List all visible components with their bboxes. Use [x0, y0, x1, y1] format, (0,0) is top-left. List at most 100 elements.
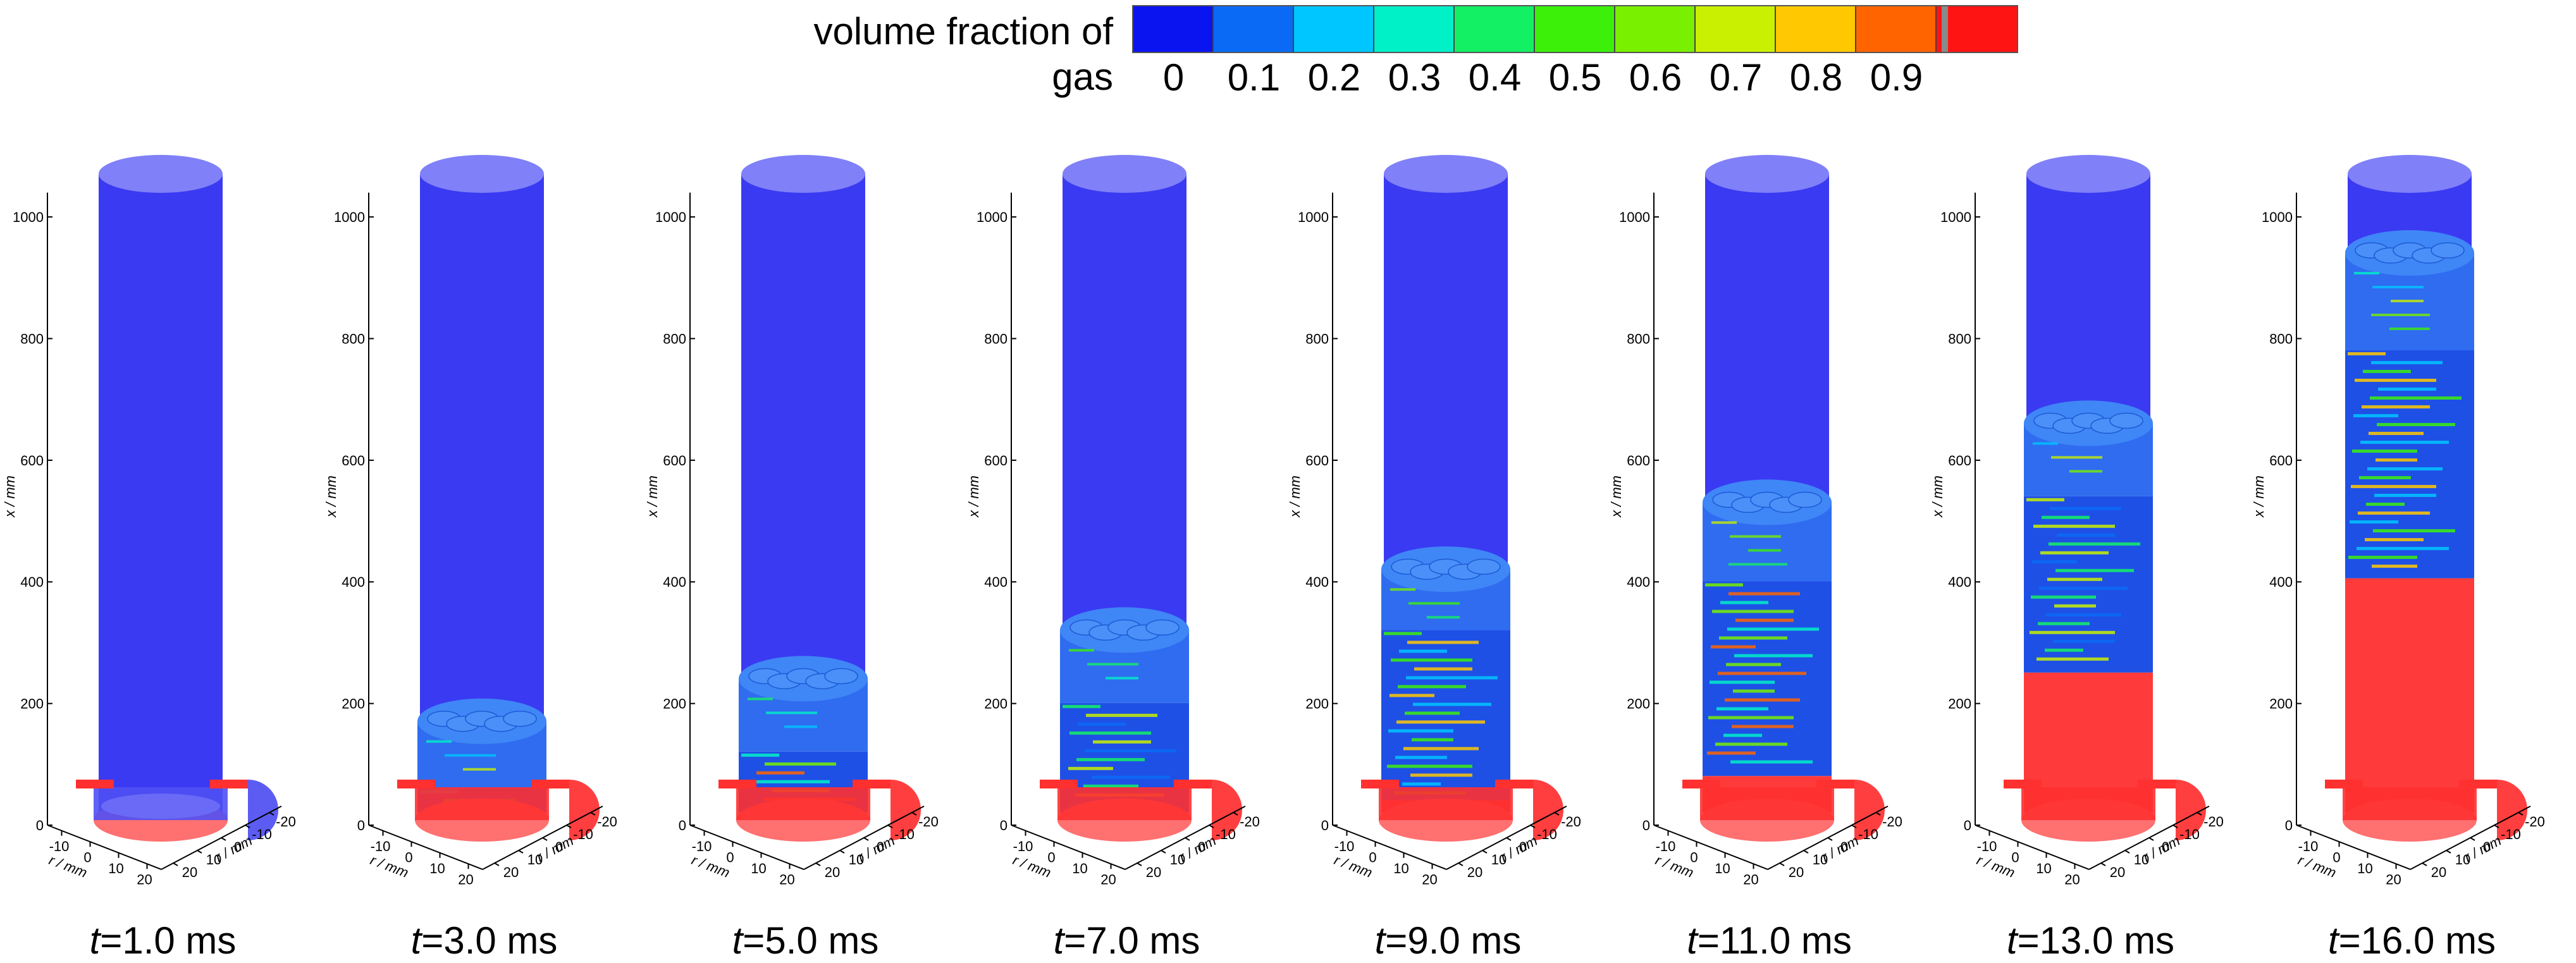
- x-axis-tick-label: 600: [663, 453, 686, 469]
- cylinder-plot: 0 200 400 600 800 1000 x / mm -10 0 10 20 r / mm 20 1…: [2, 155, 296, 887]
- mixing-streak: [1083, 784, 1138, 788]
- r-axis-right-tick: [1803, 850, 1809, 854]
- x-axis-tick-label: 200: [1627, 696, 1650, 712]
- x-axis-tick-label: 600: [984, 453, 1008, 469]
- time-value: =1.0 ms: [100, 919, 237, 962]
- x-axis-tick-label: 1000: [1298, 209, 1329, 225]
- colorbar-segment: [1696, 6, 1776, 52]
- x-axis-tick-label: 200: [2269, 696, 2293, 712]
- cylinder-plot: 0 200 400 600 800 1000 x / mm -10 0 10 20 r / mm 20 1…: [644, 155, 939, 887]
- r-axis-right-tick: [2518, 812, 2524, 816]
- gas-bubble: [2109, 412, 2143, 429]
- mixing-streak: [2358, 511, 2430, 515]
- mixing-streak: [2373, 529, 2455, 532]
- r-axis-right-tick: [1482, 850, 1488, 854]
- mixing-streak: [2032, 560, 2077, 563]
- mixing-streak: [2360, 440, 2449, 444]
- r-axis-left-tick-label: 20: [2064, 871, 2080, 887]
- time-variable: t: [2327, 919, 2339, 962]
- r-axis-right-title: r / mm: [1498, 833, 1540, 865]
- x-axis-title: x / mm: [1608, 475, 1624, 518]
- r-axis-right-tick-label: 0: [877, 839, 884, 855]
- mixing-streak: [2378, 387, 2436, 391]
- gas-bubble: [503, 710, 537, 727]
- time-variable: t: [1374, 919, 1386, 962]
- r-axis-left-line: [1653, 825, 1768, 870]
- mixing-streak: [1716, 707, 1768, 711]
- mixing-streak: [1395, 756, 1447, 759]
- r-axis-left-tick-label: 10: [1715, 861, 1730, 876]
- r-axis-left-tick-label: 0: [1369, 849, 1376, 865]
- r-axis-left-tick-label: 20: [2386, 871, 2401, 887]
- mixing-streak: [2348, 555, 2417, 559]
- gas-bubble: [824, 668, 858, 685]
- injector-quarter-disc: [569, 780, 600, 840]
- x-axis-tick-label: 1000: [2262, 209, 2293, 225]
- mixing-streak: [1710, 680, 1775, 684]
- r-axis-right-tick-label: 0: [2162, 839, 2169, 855]
- cylinder-top-cap: [99, 155, 223, 193]
- mixing-streak: [1708, 716, 1794, 720]
- time-variable: t: [732, 919, 743, 962]
- time-variable: t: [1053, 919, 1064, 962]
- mixing-zone: [2024, 496, 2153, 673]
- injector-quarter-disc: [2176, 780, 2206, 840]
- mixing-streak: [2353, 414, 2398, 417]
- r-axis-right-tick-label: -20: [2525, 814, 2545, 830]
- injector-arm-right: [1174, 780, 1212, 788]
- mixing-streak: [1399, 649, 1447, 653]
- injector-quarter-disc: [1854, 780, 1885, 840]
- mixing-streak: [2042, 515, 2090, 519]
- r-axis-right-tick: [1875, 812, 1881, 816]
- r-axis-left-tick-label: -10: [1334, 838, 1355, 854]
- time-value: =11.0 ms: [1697, 919, 1852, 962]
- injector-arm-right: [2138, 780, 2176, 788]
- mixing-streak: [1076, 758, 1145, 761]
- gas-bubble: [2431, 242, 2465, 259]
- mixing-streak: [1413, 702, 1491, 706]
- x-axis-tick-label: 800: [1948, 331, 1971, 347]
- mixing-streak: [2352, 449, 2417, 453]
- mixing-streak: [1078, 722, 1126, 726]
- mixing-streak: [2054, 604, 2096, 608]
- mixing-streak: [2370, 396, 2462, 400]
- colorbar-segment: [1535, 6, 1615, 52]
- r-axis-right-tick: [1530, 825, 1536, 828]
- colorbar-tick-label: 0.5: [1548, 56, 1602, 99]
- r-axis-right-tick: [566, 825, 572, 828]
- r-axis-right-tick: [173, 862, 178, 866]
- mixing-streak: [2367, 467, 2443, 470]
- r-axis-left-tick-label: -10: [371, 838, 391, 854]
- r-axis-right-tick-label: -20: [918, 814, 939, 830]
- x-axis-tick-label: 200: [1948, 696, 1971, 712]
- r-axis-left-tick-label: -10: [692, 838, 712, 854]
- r-axis-right-tick: [1779, 862, 1785, 866]
- x-axis-tick-label: 0: [1321, 818, 1329, 833]
- gas-streak: [1730, 535, 1781, 538]
- colorbar-tick-label: 0.7: [1709, 56, 1763, 99]
- time-value: =5.0 ms: [743, 919, 879, 962]
- r-axis-right-tick: [911, 812, 917, 816]
- injector-ring: [1057, 787, 1192, 820]
- time-value: =13.0 ms: [2017, 919, 2175, 962]
- simulation-panel: 0 200 400 600 800 1000 x / mm -10 0 10 20 r / mm 20 1…: [1930, 107, 2250, 962]
- time-value: =16.0 ms: [2338, 919, 2496, 962]
- gas-streak: [2391, 300, 2424, 303]
- r-axis-right-tick: [1185, 837, 1190, 841]
- x-axis-tick-label: 400: [20, 574, 44, 590]
- gas-streak: [463, 768, 496, 771]
- injector-arm-left: [718, 780, 756, 788]
- cylinder-plot: 0 200 400 600 800 1000 x / mm -10 0 10 20 r / mm 20 1…: [1930, 155, 2224, 887]
- r-axis-right-tick: [863, 837, 869, 841]
- x-axis-tick-label: 800: [342, 331, 365, 347]
- liquid-column: [420, 174, 544, 721]
- mixing-streak: [1085, 749, 1176, 752]
- mixing-streak: [1718, 672, 1806, 675]
- colorbar-tick-label: 0.3: [1388, 56, 1441, 99]
- time-label: t=3.0 ms: [324, 919, 644, 963]
- mixing-streak: [1407, 641, 1479, 644]
- gas-bubble: [1145, 619, 1180, 636]
- r-axis-right-tick-label: 10: [1813, 852, 1828, 868]
- r-axis-right-tick: [1827, 837, 1833, 841]
- cylinder-plot: 0 200 400 600 800 1000 x / mm -10 0 10 20 r / mm 20 1…: [2251, 155, 2545, 887]
